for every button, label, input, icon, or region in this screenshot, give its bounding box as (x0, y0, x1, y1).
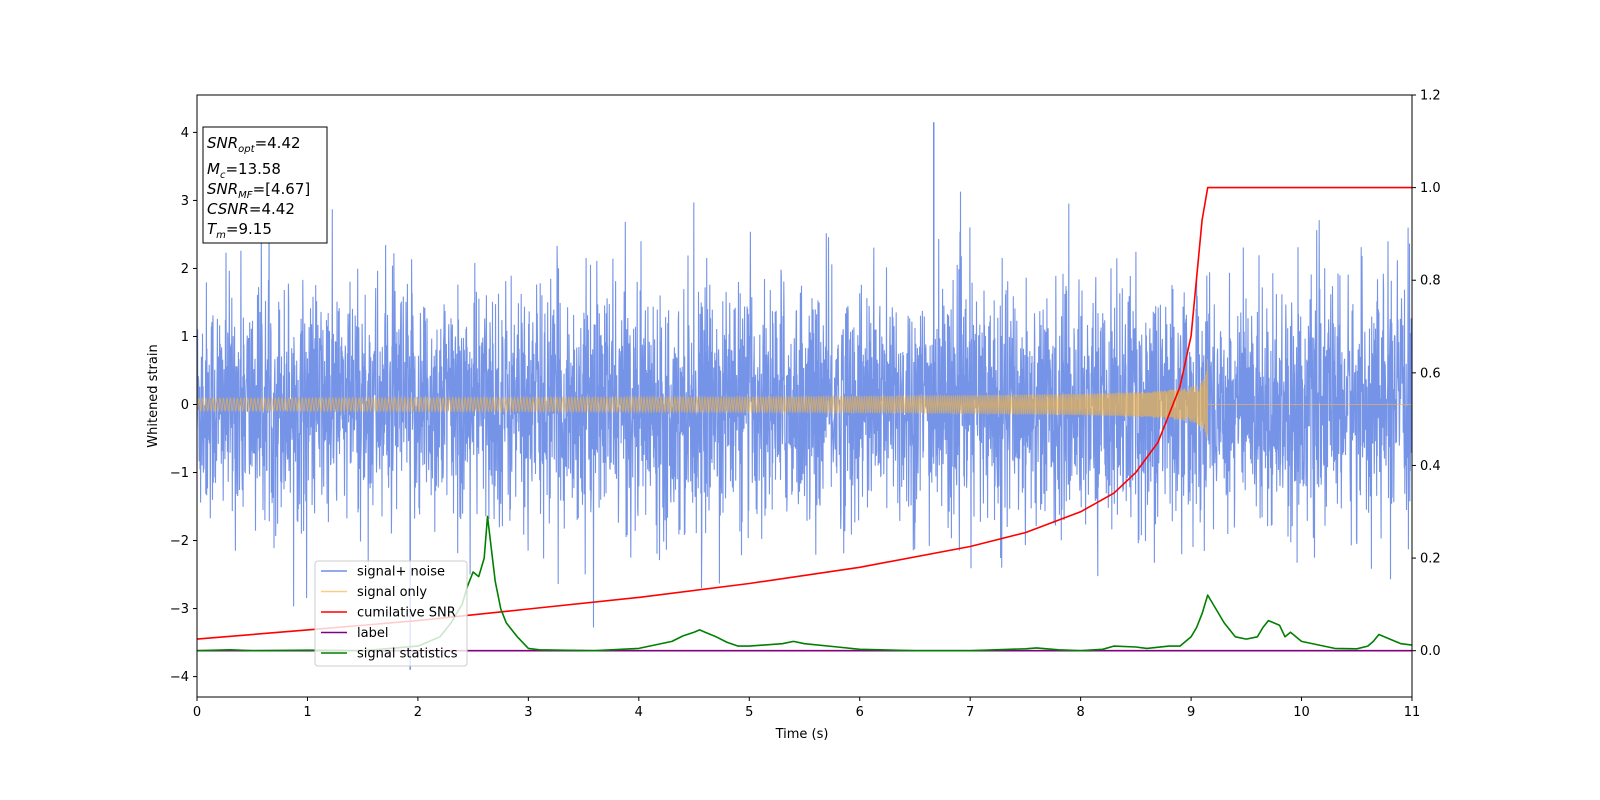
info-snr-mf: SNRMF=[4.67] (207, 180, 310, 201)
y2-tick-label: 0.2 (1420, 552, 1441, 567)
y-axis-right: 0.0 0.2 0.4 0.6 0.8 1.0 1.2 (1412, 89, 1441, 659)
y-axis-label: Whitened strain (146, 344, 161, 447)
y-tick-label: 4 (181, 126, 189, 141)
x-tick-label: 6 (856, 705, 864, 720)
x-tick-label: 2 (414, 705, 422, 720)
x-tick-label: 9 (1187, 705, 1195, 720)
x-axis: 0 1 2 3 4 5 6 7 8 9 10 11 (193, 697, 1420, 720)
x-axis-label: Time (s) (775, 727, 829, 742)
y-tick-label: 3 (181, 194, 189, 209)
legend-label: cumilative SNR (357, 606, 456, 621)
x-tick-label: 4 (635, 705, 643, 720)
series-signal-noise (197, 182, 1412, 628)
y-tick-label: 2 (181, 262, 189, 277)
info-mc: Mc=13.58 (207, 160, 281, 181)
y-tick-label: 0 (181, 398, 189, 413)
x-tick-label: 1 (303, 705, 311, 720)
y-tick-label: −3 (170, 602, 189, 617)
plot-frame (196, 94, 1413, 698)
series-signal-only (197, 359, 1412, 438)
y2-tick-label: 0.6 (1420, 366, 1441, 381)
x-tick-label: 5 (745, 705, 753, 720)
y2-tick-label: 0.0 (1420, 644, 1441, 659)
legend-label: signal only (357, 585, 427, 600)
info-snr-opt: SNRopt=4.42 (207, 134, 301, 155)
y2-tick-label: 1.0 (1420, 181, 1441, 196)
y-tick-label: 1 (181, 330, 189, 345)
x-tick-label: 7 (966, 705, 974, 720)
series-signal-statistics (197, 515, 1412, 652)
y-tick-label: −2 (170, 534, 189, 549)
y2-tick-label: 0.8 (1420, 274, 1441, 289)
legend-label: signal statistics (357, 647, 458, 662)
y2-tick-label: 1.2 (1420, 89, 1441, 104)
info-box: SNRopt=4.42 Mc=13.58 SNRMF=[4.67] CSNR=4… (202, 126, 328, 244)
y-tick-label: −4 (170, 670, 189, 685)
x-tick-label: 11 (1404, 705, 1421, 720)
series-cumilative-snr (197, 186, 1412, 640)
y-axis-left: −4 −3 −2 −1 0 1 2 3 4 (170, 126, 197, 685)
info-csnr: CSNR=4.42 (207, 200, 295, 218)
x-tick-label: 10 (1293, 705, 1310, 720)
info-tm: Tm=9.15 (207, 220, 272, 241)
x-tick-label: 3 (524, 705, 532, 720)
legend-label: signal+ noise (357, 565, 445, 580)
legend: signal+ noise signal only cumilative SNR la… (314, 560, 468, 667)
y2-tick-label: 0.4 (1420, 459, 1441, 474)
y-tick-label: −1 (170, 466, 189, 481)
x-tick-label: 8 (1076, 705, 1084, 720)
legend-label: label (357, 626, 388, 641)
x-tick-label: 0 (193, 705, 201, 720)
